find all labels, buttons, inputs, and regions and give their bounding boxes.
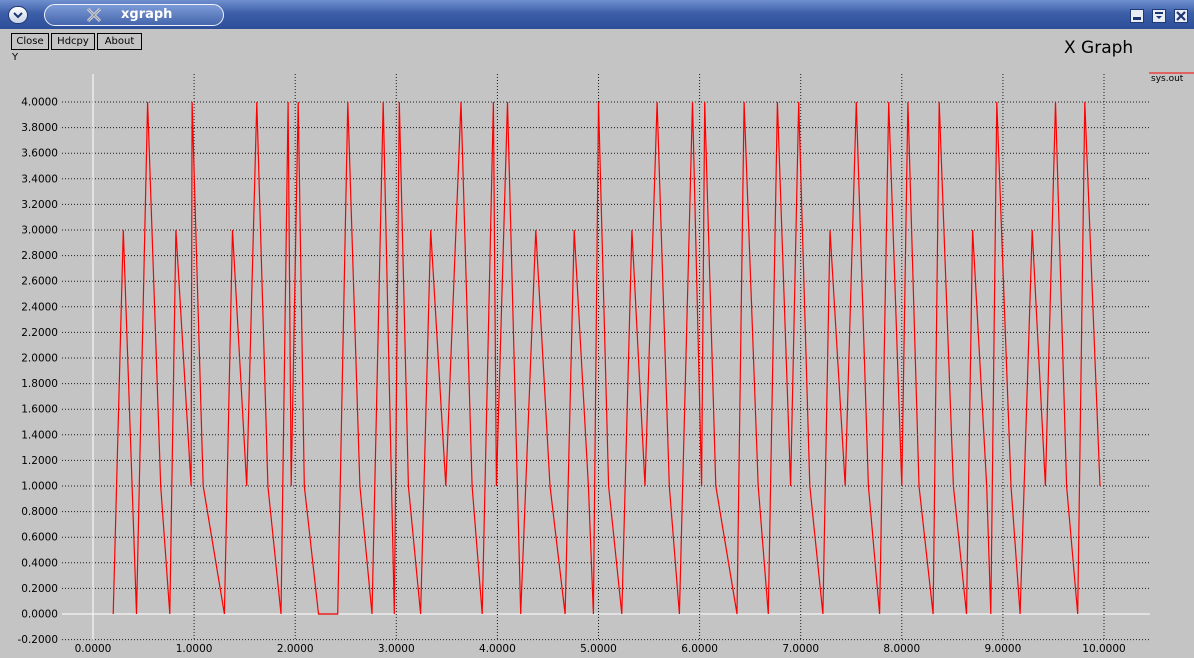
y-tick-label: 3.6000 xyxy=(21,148,58,160)
y-tick-label: -0.2000 xyxy=(17,634,58,646)
series-line-sys-out xyxy=(112,101,1101,615)
y-tick-label: 2.8000 xyxy=(21,250,58,262)
minimize-button[interactable] xyxy=(1130,9,1144,23)
y-tick-label: 3.8000 xyxy=(21,122,58,134)
title-pill: xgraph xyxy=(44,4,224,26)
maximize-button[interactable] xyxy=(1152,9,1166,23)
window-title: xgraph xyxy=(121,7,173,22)
y-tick-label: 2.2000 xyxy=(21,327,58,339)
window-menu-button[interactable] xyxy=(8,6,28,24)
x-tick-label: 0.0000 xyxy=(75,643,112,655)
y-tick-label: 3.0000 xyxy=(21,225,58,237)
x-tick-label: 8.0000 xyxy=(883,643,920,655)
close-graph-button[interactable]: Close xyxy=(11,33,49,50)
about-button[interactable]: About xyxy=(97,33,142,50)
y-tick-label: 2.0000 xyxy=(21,353,58,365)
title-bar[interactable]: xgraph xyxy=(0,0,1194,29)
y-tick-label: 0.4000 xyxy=(21,557,58,569)
y-tick-label: 4.0000 xyxy=(21,97,58,109)
close-icon xyxy=(1176,11,1186,21)
y-tick-label: 0.8000 xyxy=(21,506,58,518)
y-tick-label: 2.4000 xyxy=(21,301,58,313)
hdcpy-button[interactable]: Hdcpy xyxy=(51,33,95,50)
y-tick-label: 0.6000 xyxy=(21,532,58,544)
y-tick-label: 1.8000 xyxy=(21,378,58,390)
maximize-icon xyxy=(1155,12,1163,19)
close-button[interactable] xyxy=(1174,9,1188,23)
x-app-icon xyxy=(86,7,102,23)
x-tick-label: 4.0000 xyxy=(479,643,516,655)
graph-title: X Graph xyxy=(1064,38,1134,58)
x-tick-label: 7.0000 xyxy=(782,643,819,655)
x-tick-label: 6.0000 xyxy=(681,643,718,655)
x-tick-label: 1.0000 xyxy=(176,643,213,655)
y-tick-label: 1.2000 xyxy=(21,455,58,467)
y-tick-label: 1.0000 xyxy=(21,481,58,493)
legend-label: sys.out xyxy=(1151,74,1184,84)
x-tick-label: 2.0000 xyxy=(277,643,314,655)
y-tick-label: 3.4000 xyxy=(21,173,58,185)
y-tick-label: 1.4000 xyxy=(21,429,58,441)
y-axis-title: Y xyxy=(12,52,19,63)
y-tick-label: 0.0000 xyxy=(21,609,58,621)
x-tick-label: 10.0000 xyxy=(1082,643,1125,655)
x-tick-label: 9.0000 xyxy=(985,643,1022,655)
x-tick-label: 3.0000 xyxy=(378,643,415,655)
chevron-down-icon xyxy=(13,12,23,19)
x-tick-label: 5.0000 xyxy=(580,643,617,655)
y-tick-label: 1.6000 xyxy=(21,404,58,416)
minimize-icon xyxy=(1133,17,1141,20)
y-tick-label: 2.6000 xyxy=(21,276,58,288)
y-tick-label: 0.2000 xyxy=(21,583,58,595)
y-tick-label: 3.2000 xyxy=(21,199,58,211)
